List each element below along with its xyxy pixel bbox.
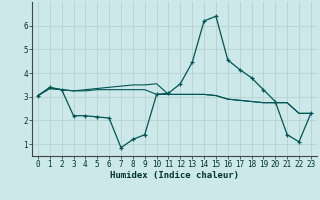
X-axis label: Humidex (Indice chaleur): Humidex (Indice chaleur) xyxy=(110,171,239,180)
